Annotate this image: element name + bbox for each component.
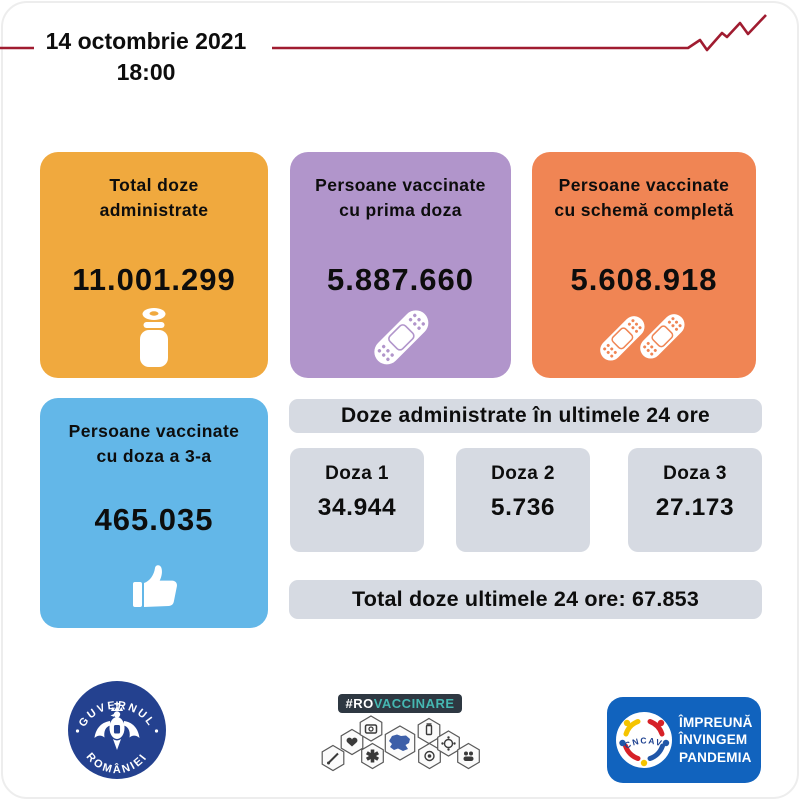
- card-total-doses: Total doze administrate 11.001.299: [40, 152, 268, 378]
- dose3-value: 27.173: [655, 494, 735, 521]
- card-title: Persoane vaccinate cu doza a 3-a: [68, 421, 240, 467]
- card-title: Persoane vaccinate cu prima doza: [315, 175, 486, 221]
- hashtag-rest: VACCINARE: [373, 696, 455, 711]
- dose1-value: 34.944: [317, 494, 397, 521]
- cncav-logo: CNCAV ÎMPREUNĂ ÎNVINGEM PANDEMIA: [607, 697, 761, 783]
- card-value: 11.001.299: [72, 262, 236, 297]
- cncav-slogan-line3: PANDEMIA: [679, 749, 752, 765]
- people-hexagon-icon: [457, 742, 480, 770]
- card-first-dose: Persoane vaccinate cu prima doza 5.887.6…: [290, 152, 511, 378]
- card-value: 5.887.660: [327, 262, 474, 297]
- trend-line-icon: [0, 14, 767, 52]
- dose3-label: Doza 3: [663, 463, 727, 484]
- dose-cards-row: Doza 1 34.944 Doza 2 5.736 Doza 3 27.173: [290, 448, 762, 552]
- bandage-icon: [290, 302, 511, 368]
- report-datetime: 14 octombrie 2021 18:00: [40, 26, 252, 88]
- card-value: 5.608.918: [570, 262, 718, 297]
- government-seal-logo: GUVERNUL ROMÂNIEI: [68, 681, 166, 779]
- romania-map-shape: [389, 734, 410, 751]
- dose3-card: Doza 3 27.173: [628, 448, 762, 552]
- cncav-circle-icon: CNCAV: [616, 712, 672, 768]
- report-date: 14 octombrie 2021: [45, 28, 247, 54]
- report-time: 18:00: [116, 59, 176, 86]
- last24h-total: Total doze ultimele 24 ore: 67.853: [289, 580, 762, 619]
- cncav-slogan: ÎMPREUNĂ ÎNVINGEM PANDEMIA: [679, 714, 753, 767]
- dose2-label: Doza 2: [491, 463, 555, 484]
- last24h-total-label: Total doze ultimele 24 ore:: [352, 587, 626, 611]
- double-bandage-icon: [532, 304, 756, 368]
- thumbs-up-icon: [40, 554, 268, 610]
- hashtag-prefix: #RO: [345, 696, 374, 711]
- cncav-slogan-line2: ÎNVINGEM: [679, 732, 748, 748]
- rovaccinare-hashtag-badge: #RO VACCINARE: [338, 694, 462, 713]
- bottle-hexagon-icon: [417, 717, 441, 745]
- card-title: Persoane vaccinate cu schemă completă: [554, 175, 734, 221]
- card-title: Total doze administrate: [99, 175, 209, 221]
- card-third-dose: Persoane vaccinate cu doza a 3-a 465.035: [40, 398, 268, 628]
- last24h-total-value: 67.853: [632, 587, 699, 611]
- hexagon-icons-cluster: [321, 715, 480, 772]
- card-value: 465.035: [94, 502, 214, 537]
- camera-hexagon-icon: [359, 715, 383, 742]
- dose2-value: 5.736: [490, 494, 556, 521]
- rovaccinare-logo: #RO VACCINARE: [320, 694, 480, 775]
- cncav-slogan-line1: ÎMPREUNĂ: [679, 714, 753, 730]
- virus-hexagon-icon: [437, 730, 460, 757]
- dose2-card: Doza 2 5.736: [456, 448, 590, 552]
- card-full-scheme: Persoane vaccinate cu schemă completă 5.…: [532, 152, 756, 378]
- dose1-card: Doza 1 34.944: [290, 448, 424, 552]
- last24h-title: Doze administrate în ultimele 24 ore: [289, 399, 762, 433]
- dose1-label: Doza 1: [325, 463, 389, 484]
- vial-icon: [40, 306, 268, 368]
